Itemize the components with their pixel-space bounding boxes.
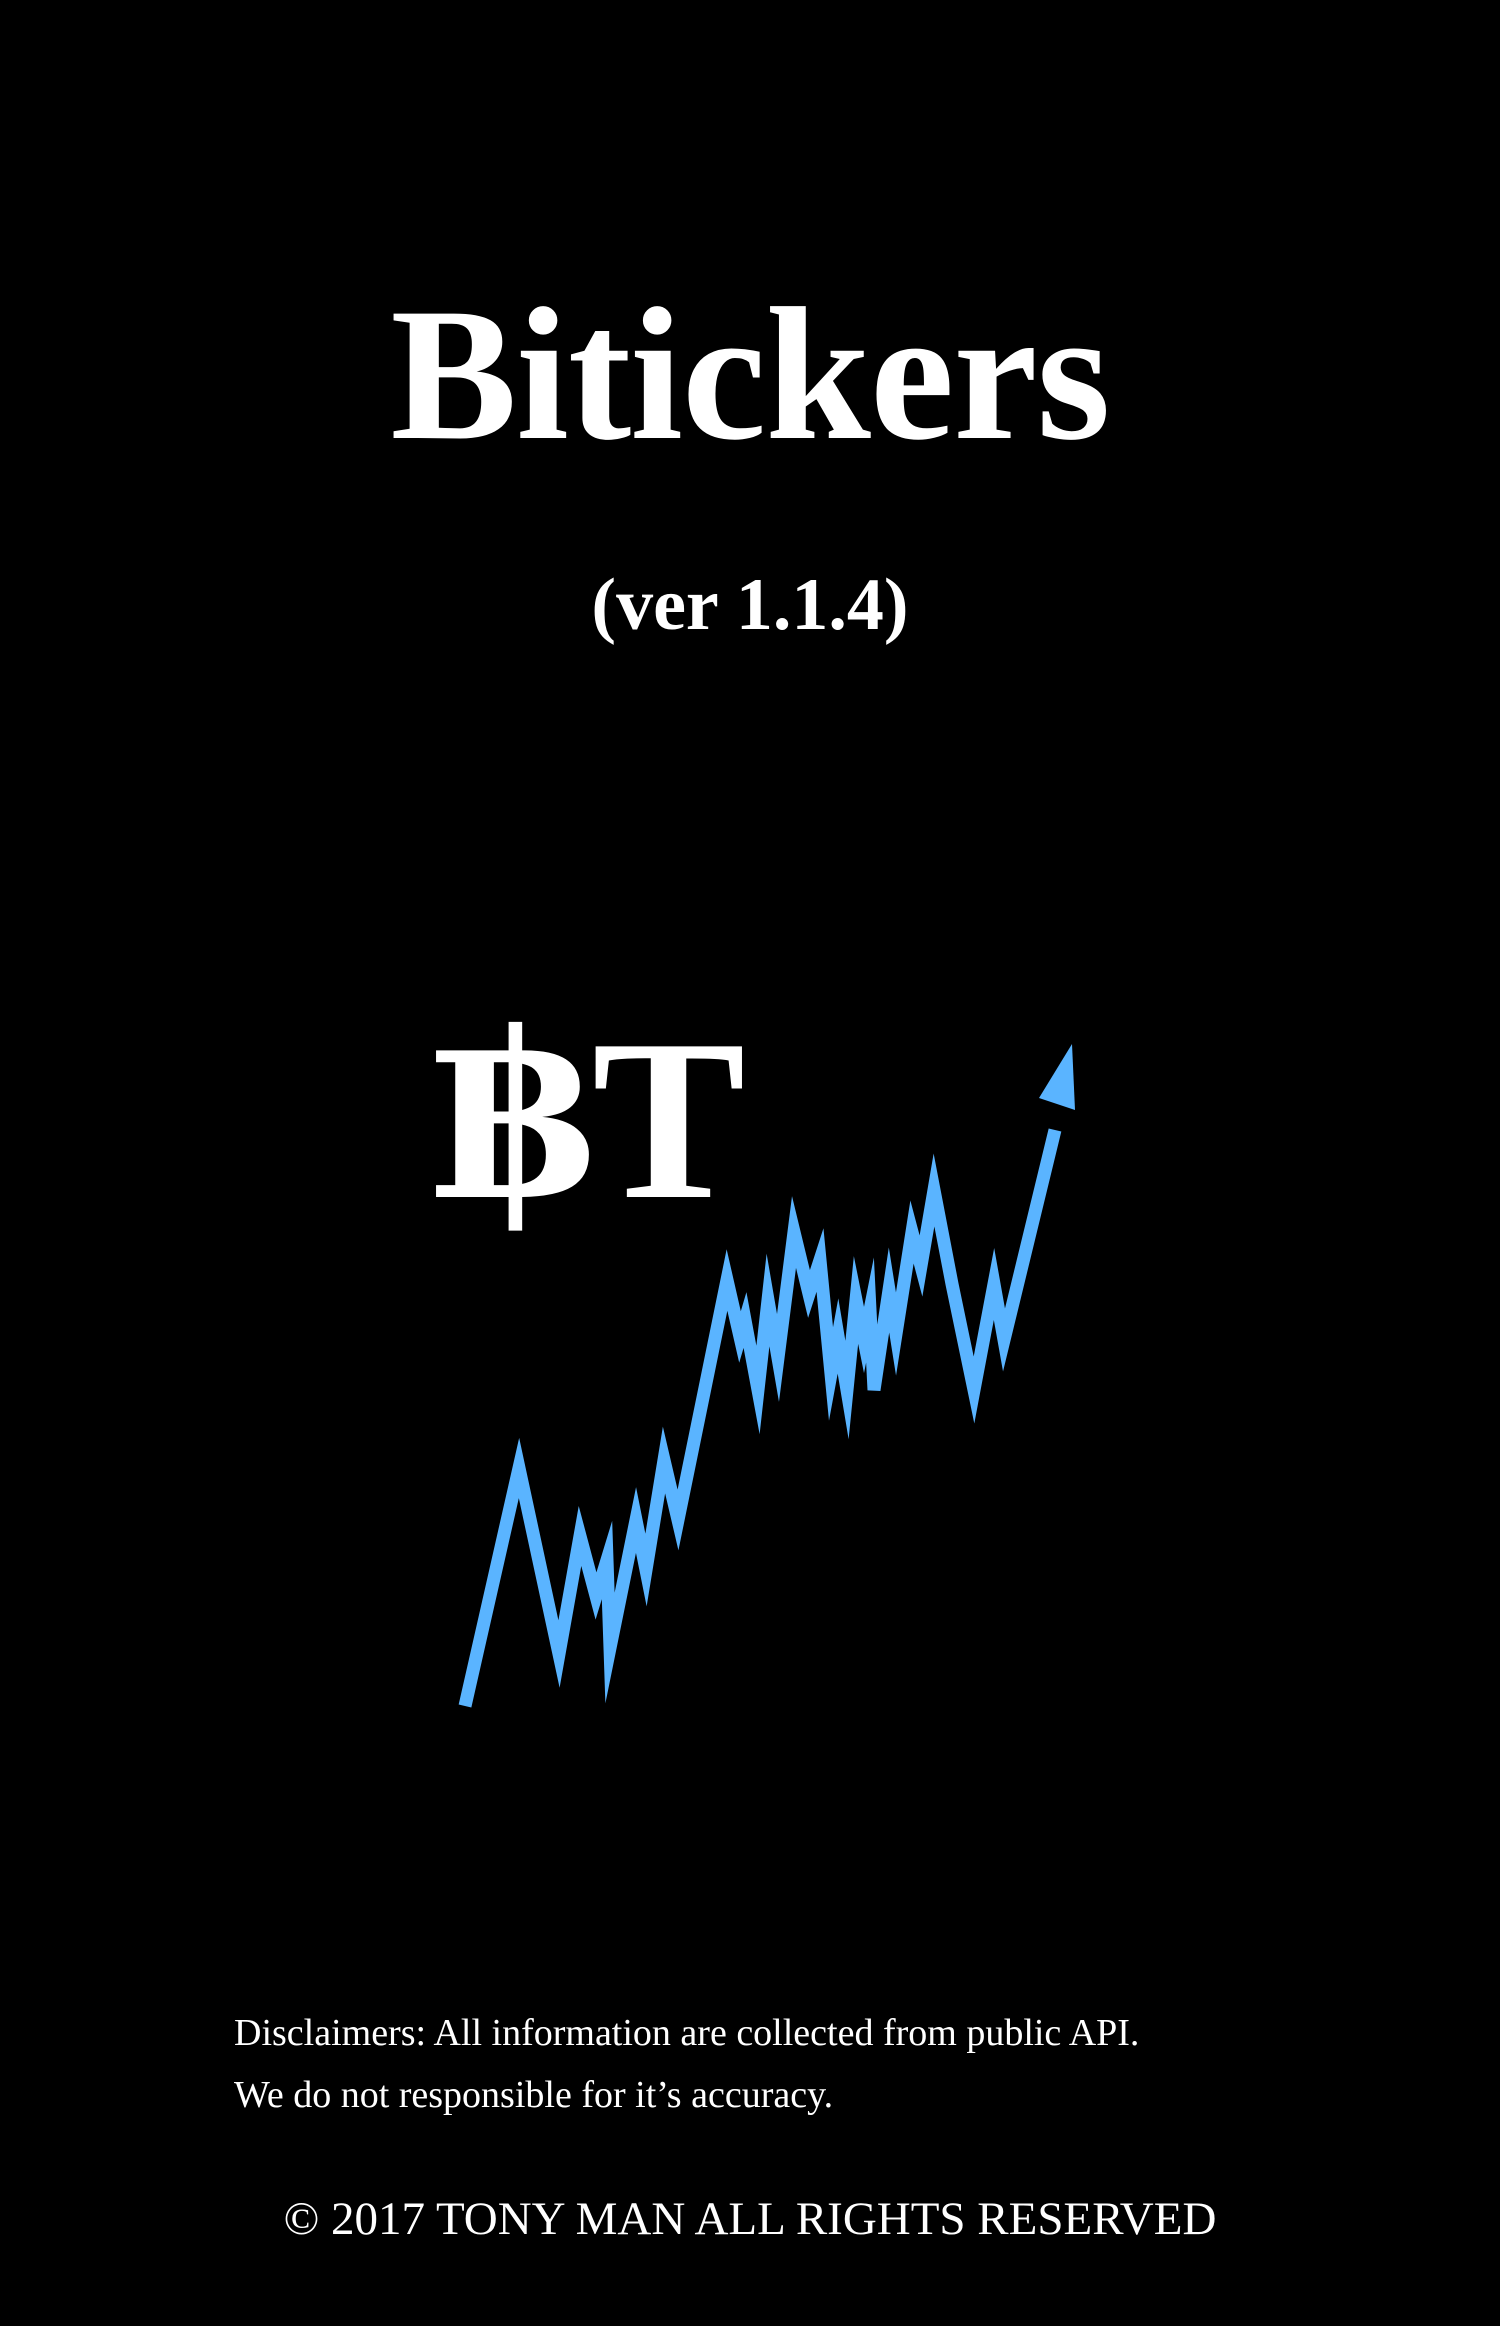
- copyright-notice: © 2017 TONY MAN ALL RIGHTS RESERVED: [283, 2193, 1217, 2245]
- app-title: Bitickers: [390, 270, 1110, 480]
- disclaimer-line-2: We do not responsible for it’s accuracy.: [234, 2074, 834, 2116]
- logo-text: ฿T: [432, 992, 746, 1247]
- disclaimer-line-1: Disclaimers: All information are collect…: [234, 2012, 1140, 2054]
- app-version: (ver 1.1.4): [591, 564, 909, 646]
- stock-line: [458, 1128, 1062, 1708]
- arrow-head: [1039, 1044, 1075, 1110]
- disclaimer: Disclaimers: All information are collect…: [234, 2002, 1139, 2126]
